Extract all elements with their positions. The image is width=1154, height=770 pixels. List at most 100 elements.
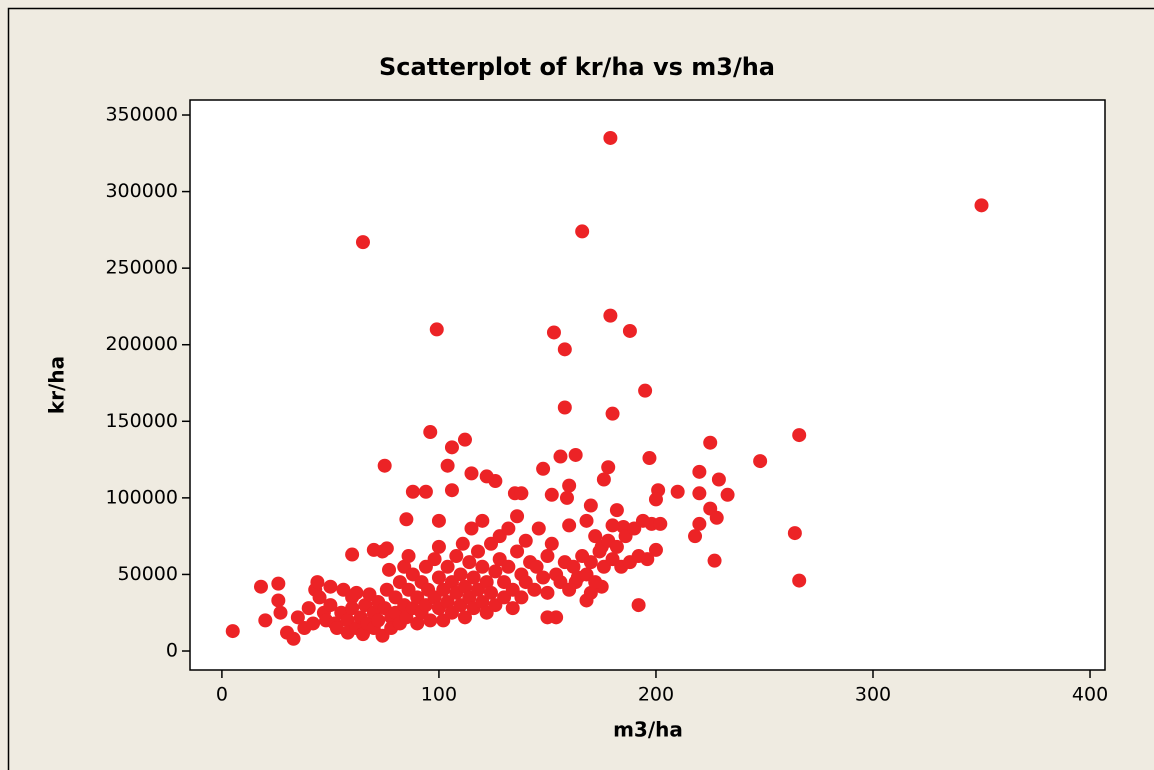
point — [464, 466, 479, 481]
point — [271, 593, 286, 608]
point — [423, 613, 438, 628]
point — [329, 621, 344, 636]
point — [562, 582, 577, 597]
point — [653, 516, 668, 531]
point — [792, 573, 807, 588]
point — [631, 598, 646, 613]
point — [583, 498, 598, 513]
point — [470, 544, 485, 559]
point — [605, 518, 620, 533]
point — [692, 516, 707, 531]
point — [366, 542, 381, 557]
point — [431, 539, 446, 554]
point — [271, 576, 286, 591]
point — [399, 512, 414, 527]
point — [720, 487, 735, 502]
point — [444, 483, 459, 498]
point — [603, 308, 618, 323]
point — [692, 464, 707, 479]
point — [514, 486, 529, 501]
point — [583, 585, 598, 600]
point — [688, 529, 703, 544]
point — [609, 503, 624, 518]
point — [605, 406, 620, 421]
point — [518, 533, 533, 548]
y-axis-label: kr/ha — [45, 356, 69, 414]
y-tick-label: 250000 — [105, 257, 178, 279]
y-tick-label: 150000 — [105, 410, 178, 432]
point — [475, 595, 490, 610]
point — [648, 492, 663, 507]
point — [323, 579, 338, 594]
point — [323, 598, 338, 613]
point — [536, 570, 551, 585]
point — [787, 526, 802, 541]
point — [575, 224, 590, 239]
y-tick-label: 100000 — [105, 486, 178, 508]
point — [670, 484, 685, 499]
point — [531, 521, 546, 536]
x-tick-label: 100 — [421, 684, 457, 706]
x-tick-label: 0 — [216, 684, 228, 706]
point — [273, 605, 288, 620]
point — [457, 610, 472, 625]
point — [579, 513, 594, 528]
y-tick-label: 0 — [166, 640, 178, 662]
point — [540, 549, 555, 564]
point — [514, 590, 529, 605]
point — [355, 235, 370, 250]
point — [431, 513, 446, 528]
point — [557, 342, 572, 357]
point — [429, 322, 444, 337]
point — [588, 529, 603, 544]
point — [290, 610, 305, 625]
point — [709, 510, 724, 525]
point — [479, 469, 494, 484]
point — [345, 601, 360, 616]
point — [405, 484, 420, 499]
point — [501, 559, 516, 574]
point — [622, 323, 637, 338]
point — [306, 616, 321, 631]
point — [536, 461, 551, 476]
point — [505, 601, 520, 616]
chart-title: Scatterplot of kr/ha vs m3/ha — [379, 53, 775, 81]
point — [544, 536, 559, 551]
point — [440, 559, 455, 574]
point — [379, 541, 394, 556]
y-tick-label: 200000 — [105, 333, 178, 355]
point — [418, 484, 433, 499]
point — [286, 631, 301, 646]
point — [464, 521, 479, 536]
point — [510, 509, 525, 524]
point — [253, 579, 268, 594]
point — [345, 547, 360, 562]
point — [258, 613, 273, 628]
point — [601, 460, 616, 475]
point — [642, 451, 657, 466]
point — [527, 582, 542, 597]
x-tick-label: 400 — [1072, 684, 1108, 706]
point — [568, 447, 583, 462]
point — [501, 521, 516, 536]
point — [562, 518, 577, 533]
point — [440, 595, 455, 610]
point — [562, 478, 577, 493]
point — [638, 383, 653, 398]
point — [546, 325, 561, 340]
point — [382, 562, 397, 577]
point — [707, 553, 722, 568]
point — [559, 490, 574, 505]
point — [427, 552, 442, 567]
point — [692, 486, 707, 501]
point — [457, 579, 472, 594]
point — [488, 564, 503, 579]
point — [566, 559, 581, 574]
point — [462, 555, 477, 570]
point — [592, 544, 607, 559]
point — [457, 432, 472, 447]
point — [484, 585, 499, 600]
point — [588, 575, 603, 590]
point — [596, 472, 611, 487]
